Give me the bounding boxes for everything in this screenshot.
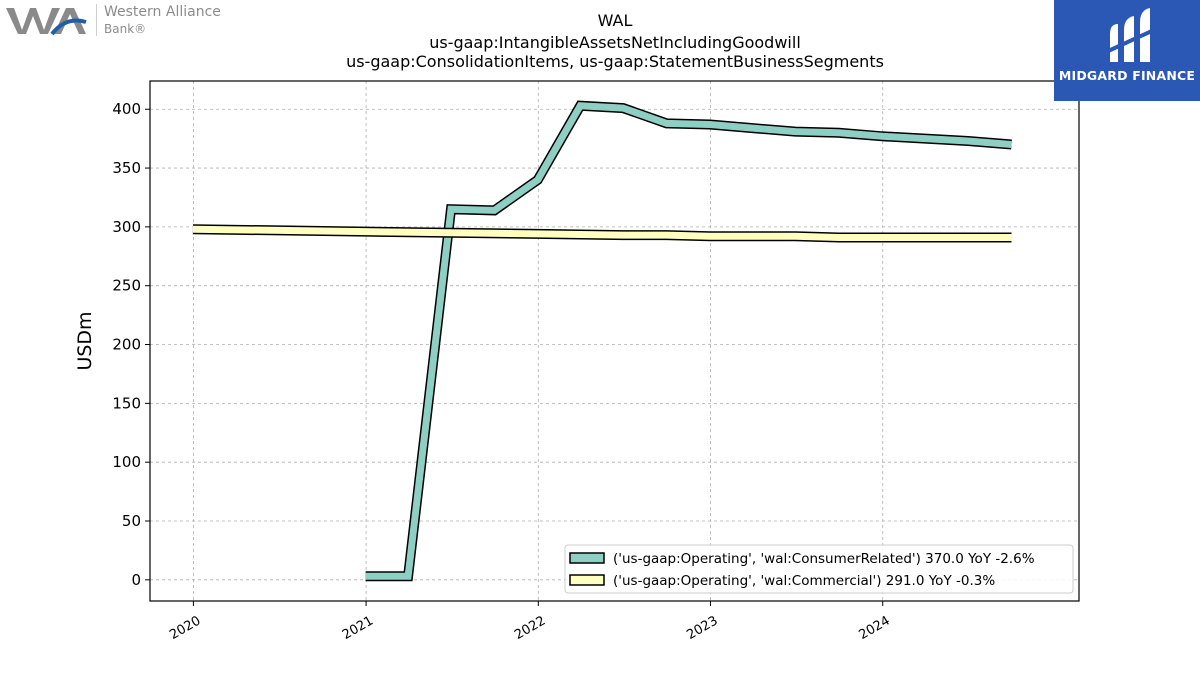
y-tick-label: 150 (112, 394, 141, 412)
y-tick-label: 250 (112, 277, 141, 295)
legend-swatch-0 (569, 552, 605, 564)
series-layer (192, 100, 1012, 582)
logo-sub: Bank® (104, 22, 147, 36)
y-tick-label: 100 (112, 453, 141, 471)
legend-label-0: ('us-gaap:Operating', 'wal:ConsumerRelat… (613, 551, 1035, 567)
western-alliance-logo: Western Alliance Bank® (4, 4, 234, 40)
plot-frame (149, 80, 1080, 602)
title-line-3: us-gaap:ConsolidationItems, us-gaap:Stat… (346, 52, 884, 71)
legend-box (564, 544, 1074, 594)
legend-swatch-1 (569, 574, 605, 586)
logo-name: Western Alliance (104, 4, 221, 20)
y-tick-label: 0 (131, 571, 141, 589)
midgard-name: MIDGARD FINANCE (1058, 68, 1196, 83)
legend-label-1: ('us-gaap:Operating', 'wal:Commercial') … (613, 573, 995, 589)
series-0-line (365, 102, 1012, 580)
title-line-2: us-gaap:IntangibleAssetsNetIncludingGood… (429, 33, 801, 52)
x-tick-label: 2020 (167, 613, 203, 643)
y-tick-label: 350 (112, 159, 141, 177)
x-tick-label: 2021 (340, 613, 376, 643)
legend: ('us-gaap:Operating', 'wal:ConsumerRelat… (564, 544, 1074, 594)
grid-lines (150, 81, 1079, 601)
y-tick-label: 400 (112, 100, 141, 118)
x-tick-label: 2023 (684, 613, 720, 643)
x-tick-label: 2022 (512, 613, 548, 643)
y-axis-label: USDm (74, 311, 96, 370)
midgard-finance-logo: MIDGARD FINANCE (1054, 0, 1200, 101)
y-tick-label: 200 (112, 336, 141, 354)
y-tick-label: 50 (122, 512, 141, 530)
series-0-outline (365, 100, 1012, 582)
x-tick-label: 2024 (857, 613, 893, 643)
title-line-1: WAL (597, 11, 633, 30)
wa-mark-icon (6, 8, 87, 36)
midgard-mark-icon (1105, 8, 1155, 62)
y-tick-label: 300 (112, 218, 141, 236)
logo-divider (96, 4, 97, 36)
